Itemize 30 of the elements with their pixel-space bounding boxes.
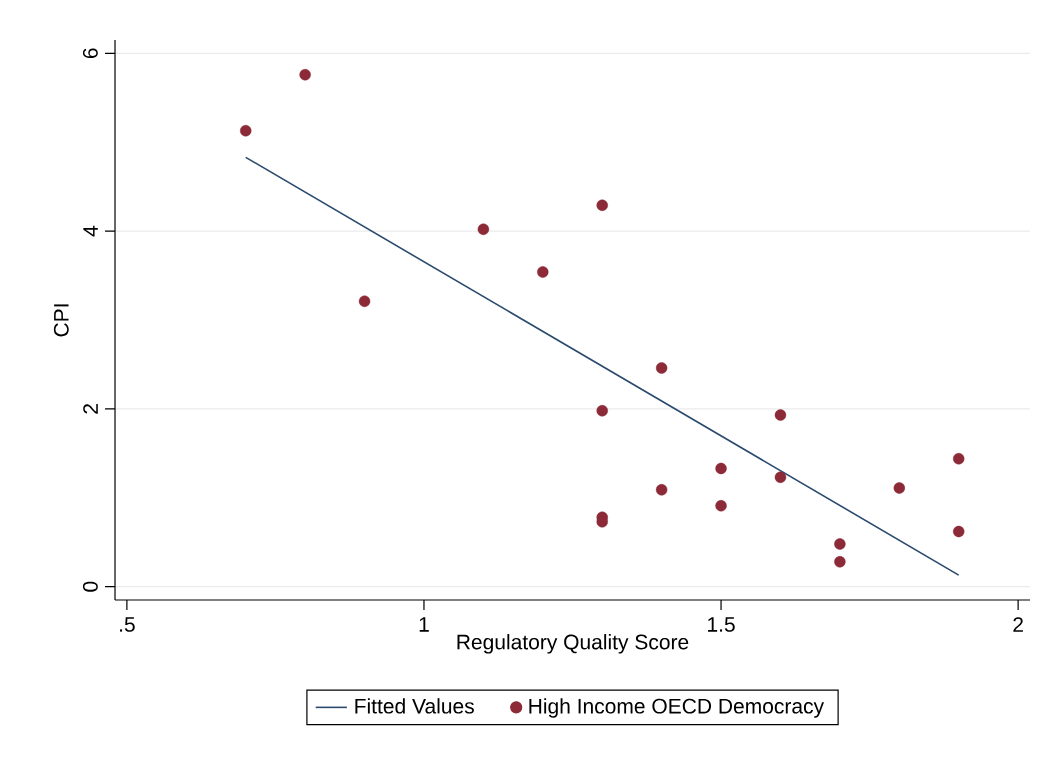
point bbox=[537, 266, 549, 278]
y-axis-title: CPI bbox=[53, 304, 69, 337]
legend-label: High Income OECD Democracy bbox=[529, 698, 825, 718]
point bbox=[715, 500, 727, 512]
point bbox=[596, 404, 608, 417]
x-tick-label: .5 bbox=[120, 617, 135, 632]
point bbox=[893, 482, 905, 494]
point bbox=[477, 223, 490, 236]
y-tick-label: 6 bbox=[82, 48, 98, 59]
y-tick-label: 4 bbox=[83, 225, 98, 237]
point bbox=[596, 199, 608, 212]
point bbox=[715, 462, 727, 475]
x-tick-label: 2 bbox=[1013, 617, 1023, 632]
x-tick-label: 1.5 bbox=[708, 617, 735, 632]
legend-label: Fitted Values bbox=[355, 698, 474, 714]
point bbox=[953, 452, 965, 465]
point bbox=[774, 409, 787, 421]
point bbox=[358, 295, 371, 308]
point bbox=[655, 362, 668, 374]
x-tick-label: 1 bbox=[419, 617, 429, 632]
point bbox=[834, 556, 846, 568]
point bbox=[834, 538, 846, 550]
y-tick-label: 0 bbox=[82, 581, 98, 592]
x-axis-title: Regulatory Quality Score bbox=[457, 634, 689, 654]
point bbox=[240, 124, 252, 137]
point bbox=[953, 525, 965, 538]
point bbox=[655, 484, 668, 496]
y-tick-label: 2 bbox=[83, 404, 98, 414]
point bbox=[299, 68, 311, 81]
point bbox=[774, 471, 787, 484]
